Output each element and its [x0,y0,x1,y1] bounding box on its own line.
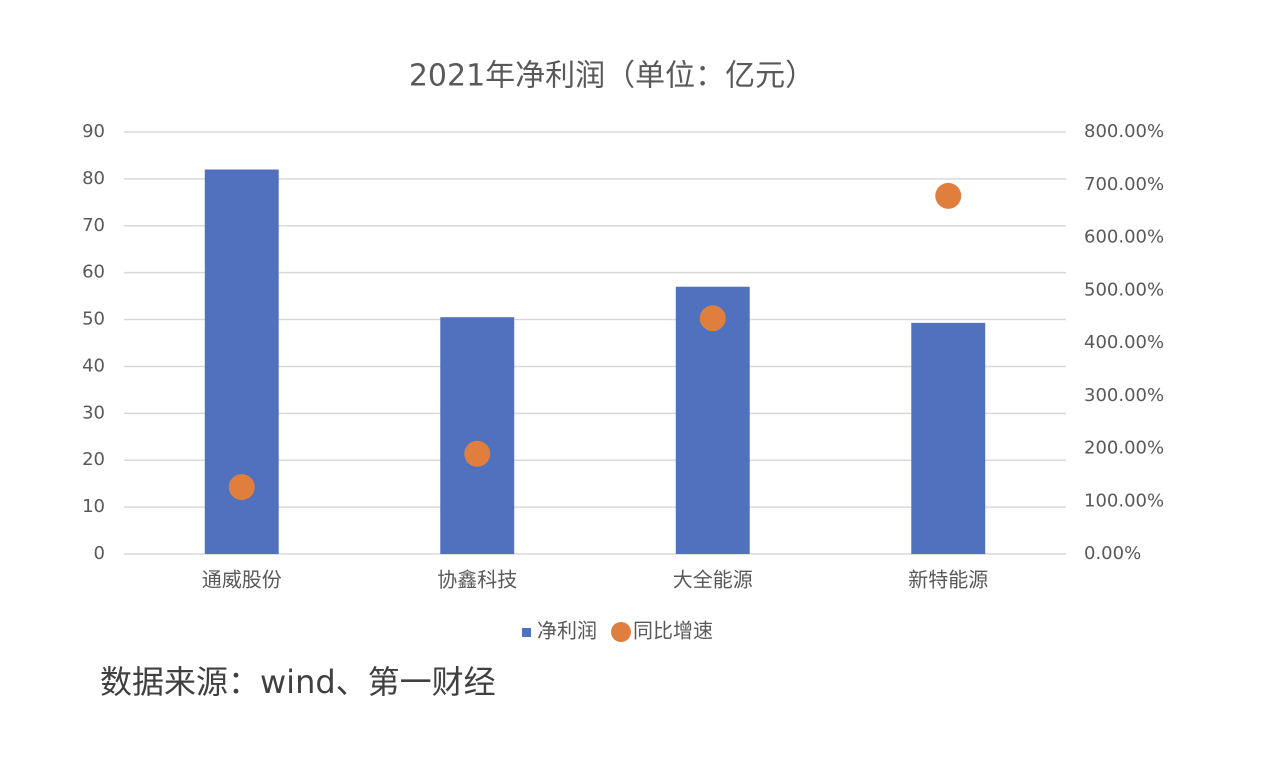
scatter-point [464,440,491,467]
source-note: 数据来源：wind、第一财经 [100,663,496,701]
legend-label: 同比增速 [633,619,713,643]
y-tick-label: 50 [82,309,105,330]
y-tick-label: 90 [82,121,105,142]
scatter-point [699,305,726,332]
y2-tick-label: 300.00% [1084,385,1164,406]
scatter-point [228,474,255,501]
x-tick-label: 协鑫科技 [437,568,517,592]
x-tick-label: 新特能源 [908,568,988,592]
y2-tick-label: 100.00% [1084,490,1164,511]
y2-tick-label: 800.00% [1084,121,1164,142]
scatter-point [935,182,962,209]
y-tick-label: 70 [82,215,105,236]
y-tick-label: 80 [82,168,105,189]
legend-label: 净利润 [537,619,597,643]
legend-marker [522,628,531,637]
y-tick-label: 20 [82,449,105,470]
y-tick-label: 60 [82,262,105,283]
x-tick-label: 通威股份 [202,568,282,592]
y2-tick-label: 600.00% [1084,227,1164,248]
y-tick-label: 10 [82,496,105,517]
legend-marker [611,622,631,642]
chart-title: 2021年净利润（单位：亿元） [409,59,815,94]
y-tick-label: 0 [94,543,105,564]
bar [440,317,515,554]
y2-tick-label: 200.00% [1084,438,1164,459]
bar [911,322,986,554]
x-tick-label: 大全能源 [673,568,753,592]
y-tick-label: 40 [82,355,105,376]
y-tick-label: 30 [82,402,105,423]
y2-tick-label: 700.00% [1084,174,1164,195]
y2-tick-label: 500.00% [1084,279,1164,300]
bar [675,286,750,554]
y2-tick-label: 0.00% [1084,543,1141,564]
y2-tick-label: 400.00% [1084,332,1164,353]
